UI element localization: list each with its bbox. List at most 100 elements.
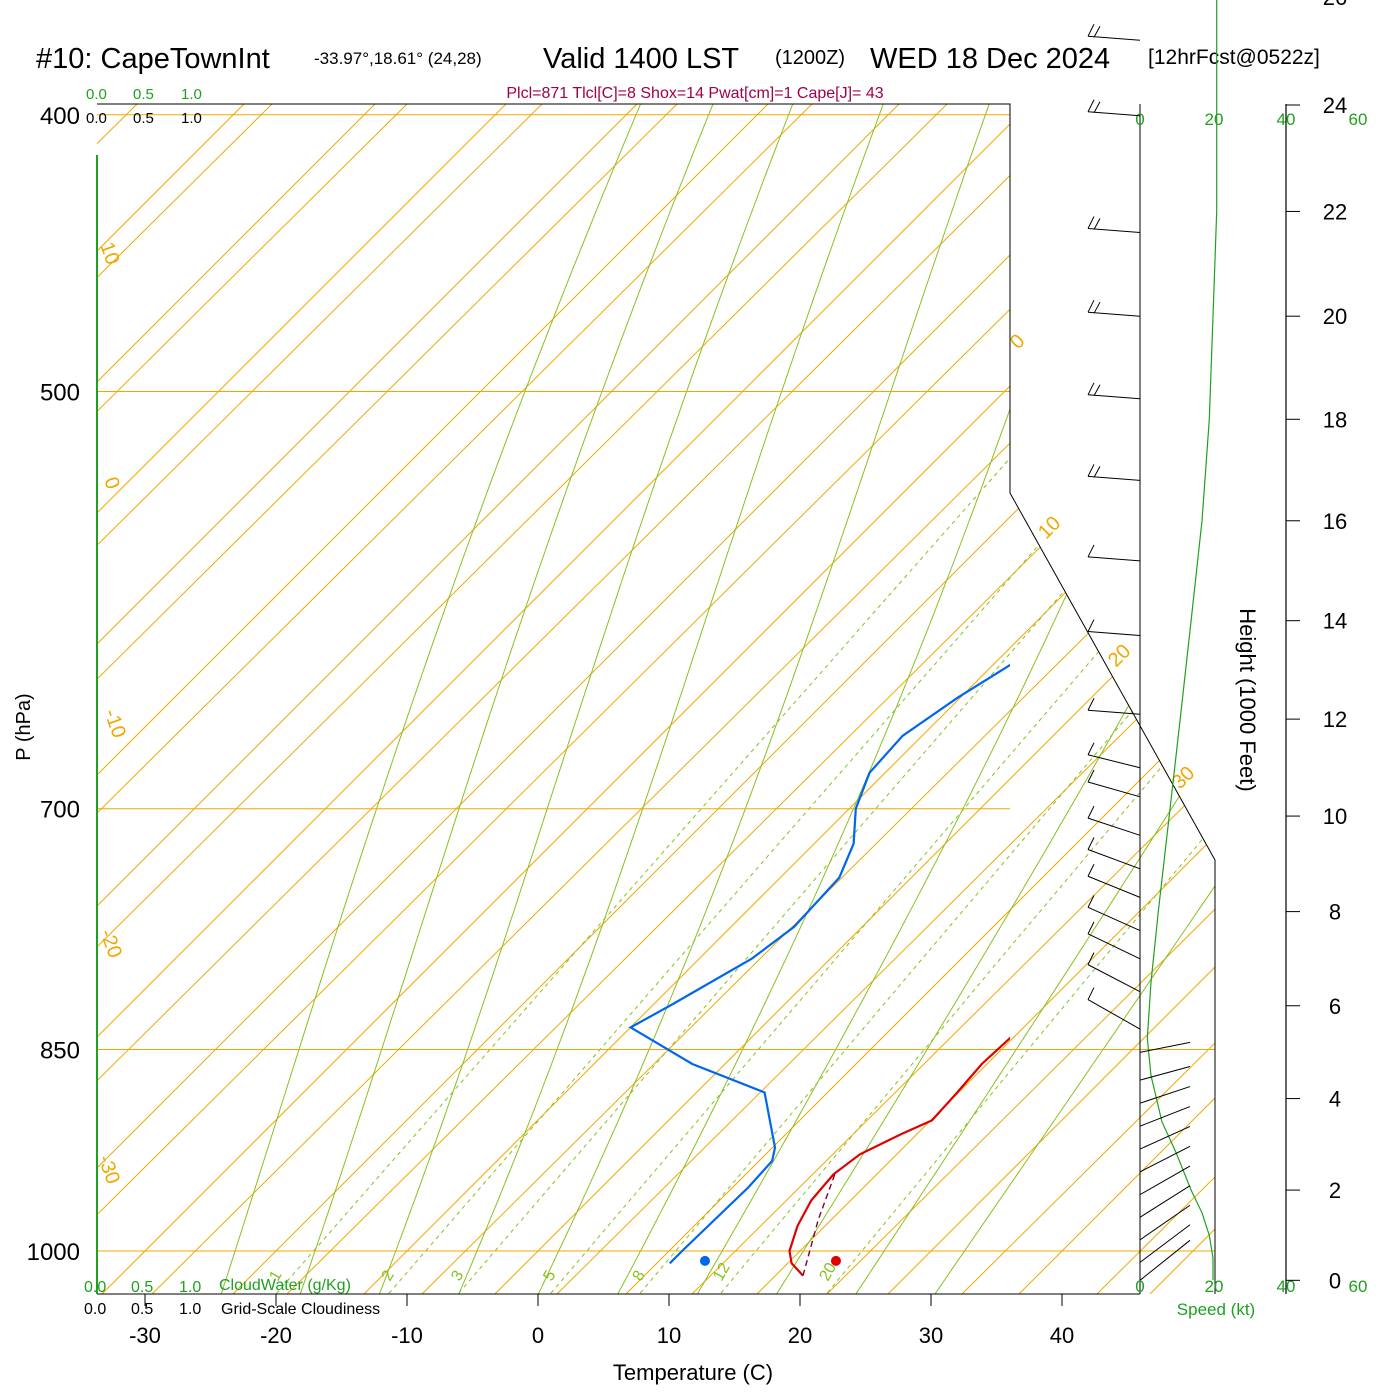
isotherm-line xyxy=(97,104,867,1294)
height-tick-label: 2 xyxy=(1329,1178,1341,1203)
mixing-ratio-line xyxy=(260,114,1215,1294)
speed-tick-label-bottom: 40 xyxy=(1277,1277,1296,1296)
cloud-top-scale-1-c: 1.0 xyxy=(181,86,202,103)
isotherm-label: -10 xyxy=(99,706,130,741)
pressure-tick-label: 400 xyxy=(40,103,80,130)
wind-barb xyxy=(1087,849,1141,870)
wind-barb xyxy=(1087,875,1141,898)
wind-barb-flag xyxy=(1087,805,1095,819)
mixing-ratio-label: 20 xyxy=(816,1260,840,1284)
height-tick-label: 18 xyxy=(1323,407,1347,432)
isotherm-line xyxy=(739,104,1215,1294)
dry-adiabat-line xyxy=(556,104,1215,1294)
mixing-ratio-label: 8 xyxy=(630,1268,649,1284)
wind-barb-flag xyxy=(1087,619,1095,632)
speed-tick-label-bottom: 20 xyxy=(1205,1277,1224,1296)
dry-adiabat-line xyxy=(151,104,1215,1294)
surface-dewpoint-marker xyxy=(699,1255,710,1266)
wind-barb xyxy=(1087,475,1141,481)
speed-tick-label-bottom: 0 xyxy=(1135,1277,1144,1296)
isotherm-line xyxy=(97,104,1215,1294)
x-axis-title: Temperature (C) xyxy=(613,1360,773,1385)
moist-adiabat-line xyxy=(922,104,1215,1294)
wind-barb-flag xyxy=(1087,382,1095,396)
isotherm-label: -20 xyxy=(95,926,126,961)
cloud-top-scale-1-a: 0.0 xyxy=(86,86,107,103)
cloud-bottom-scale-2-a: 0.0 xyxy=(84,1301,106,1318)
moist-adiabat-line xyxy=(765,104,1215,1294)
forecast-info: [12hrFcst@0522z] xyxy=(1148,46,1320,69)
wind-barb xyxy=(1139,1041,1191,1053)
station-title: #10: CapeTownInt xyxy=(36,43,270,75)
speed-tick-label-top: 60 xyxy=(1349,110,1368,129)
isotherm-line xyxy=(97,104,1215,1294)
isotherm-line xyxy=(870,104,1215,1294)
isotherm-line xyxy=(97,104,1215,1294)
mixing-ratio-label: 12 xyxy=(710,1260,734,1284)
moist-adiabat-line xyxy=(215,104,929,1294)
dry-adiabat-line xyxy=(97,104,408,1294)
isotherm-line xyxy=(97,104,1129,1294)
height-tick-label: 6 xyxy=(1329,994,1341,1019)
wind-barb xyxy=(1139,1224,1191,1263)
wind-barb xyxy=(1139,1106,1191,1127)
wind-barb xyxy=(1087,999,1141,1030)
moist-adiabat-line xyxy=(450,104,1140,1294)
cloud-bottom-scale-2-c: 1.0 xyxy=(179,1301,201,1318)
speed-tick-label-top: 40 xyxy=(1277,110,1296,129)
dry-adiabat-line xyxy=(97,104,813,1294)
wind-barb xyxy=(1139,1239,1191,1281)
wind-barb-flag xyxy=(1087,921,1095,935)
height-tick-label: 8 xyxy=(1329,900,1341,925)
wind-barb-flag xyxy=(1093,26,1101,38)
wind-barb xyxy=(1087,111,1141,117)
wind-barb-flag xyxy=(1093,301,1101,314)
x-tick-label: 40 xyxy=(1050,1323,1074,1348)
isotherm-line xyxy=(346,104,1215,1294)
mixing-ratio-line xyxy=(442,114,1215,1294)
valid-time: Valid 1400 LST xyxy=(543,43,739,75)
dry-adiabat-line xyxy=(961,104,1215,1294)
x-tick-label: 0 xyxy=(532,1323,544,1348)
height-tick-label: 4 xyxy=(1329,1087,1341,1112)
wind-barb-flag xyxy=(1087,299,1095,313)
plot-frame xyxy=(97,103,1216,1295)
speed-tick-label-top: 0 xyxy=(1135,110,1144,129)
x-tick-label: -10 xyxy=(391,1323,423,1348)
height-tick-label: 14 xyxy=(1323,609,1347,634)
isotherm-label: 10 xyxy=(95,239,123,267)
wind-barb-flag xyxy=(1093,466,1101,478)
isotherm-line xyxy=(1001,104,1215,1294)
isotherm-line xyxy=(1132,104,1215,1294)
valid-date: WED 18 Dec 2024 xyxy=(870,43,1110,75)
x-tick-label: 20 xyxy=(788,1323,812,1348)
cloud-top-scale-2-c: 1.0 xyxy=(181,110,202,127)
mixing-ratio-line xyxy=(811,114,1215,1294)
stability-indices: Plcl=871 Tlcl[C]=8 Shox=14 Pwat[cm]=1 Ca… xyxy=(506,85,883,102)
dry-adiabat-line xyxy=(97,104,1083,1294)
mixing-ratio-line xyxy=(535,114,1215,1294)
dry-adiabat-line xyxy=(0,104,2,1294)
height-tick-label: 12 xyxy=(1323,707,1347,732)
cloud-top-scale-1-b: 0.5 xyxy=(133,86,154,103)
wind-barb-flag xyxy=(1087,987,1095,1000)
mixing-ratio-line xyxy=(705,114,1215,1294)
pressure-tick-label: 500 xyxy=(40,379,80,406)
y-axis-title: P (hPa) xyxy=(13,693,35,760)
cloud-top-scale-2-a: 0.0 xyxy=(86,110,107,127)
pressure-tick-label: 1000 xyxy=(27,1239,80,1266)
wind-barb xyxy=(1139,1066,1191,1081)
wind-barb xyxy=(1087,556,1141,562)
height-tick-label: 26 xyxy=(1323,0,1347,10)
isotherm-label: 0 xyxy=(1006,330,1029,353)
speed-tick-label-top: 20 xyxy=(1205,110,1224,129)
wind-barb xyxy=(1087,709,1141,715)
wind-barb xyxy=(1139,1185,1191,1218)
station-coords: -33.97°,18.61° (24,28) xyxy=(314,49,482,68)
mixing-ratio-line xyxy=(624,114,1215,1294)
cloud-bottom-scale-2-b: 0.5 xyxy=(131,1301,153,1318)
wind-barb-flag xyxy=(1087,864,1095,877)
x-tick-label: 10 xyxy=(657,1323,681,1348)
